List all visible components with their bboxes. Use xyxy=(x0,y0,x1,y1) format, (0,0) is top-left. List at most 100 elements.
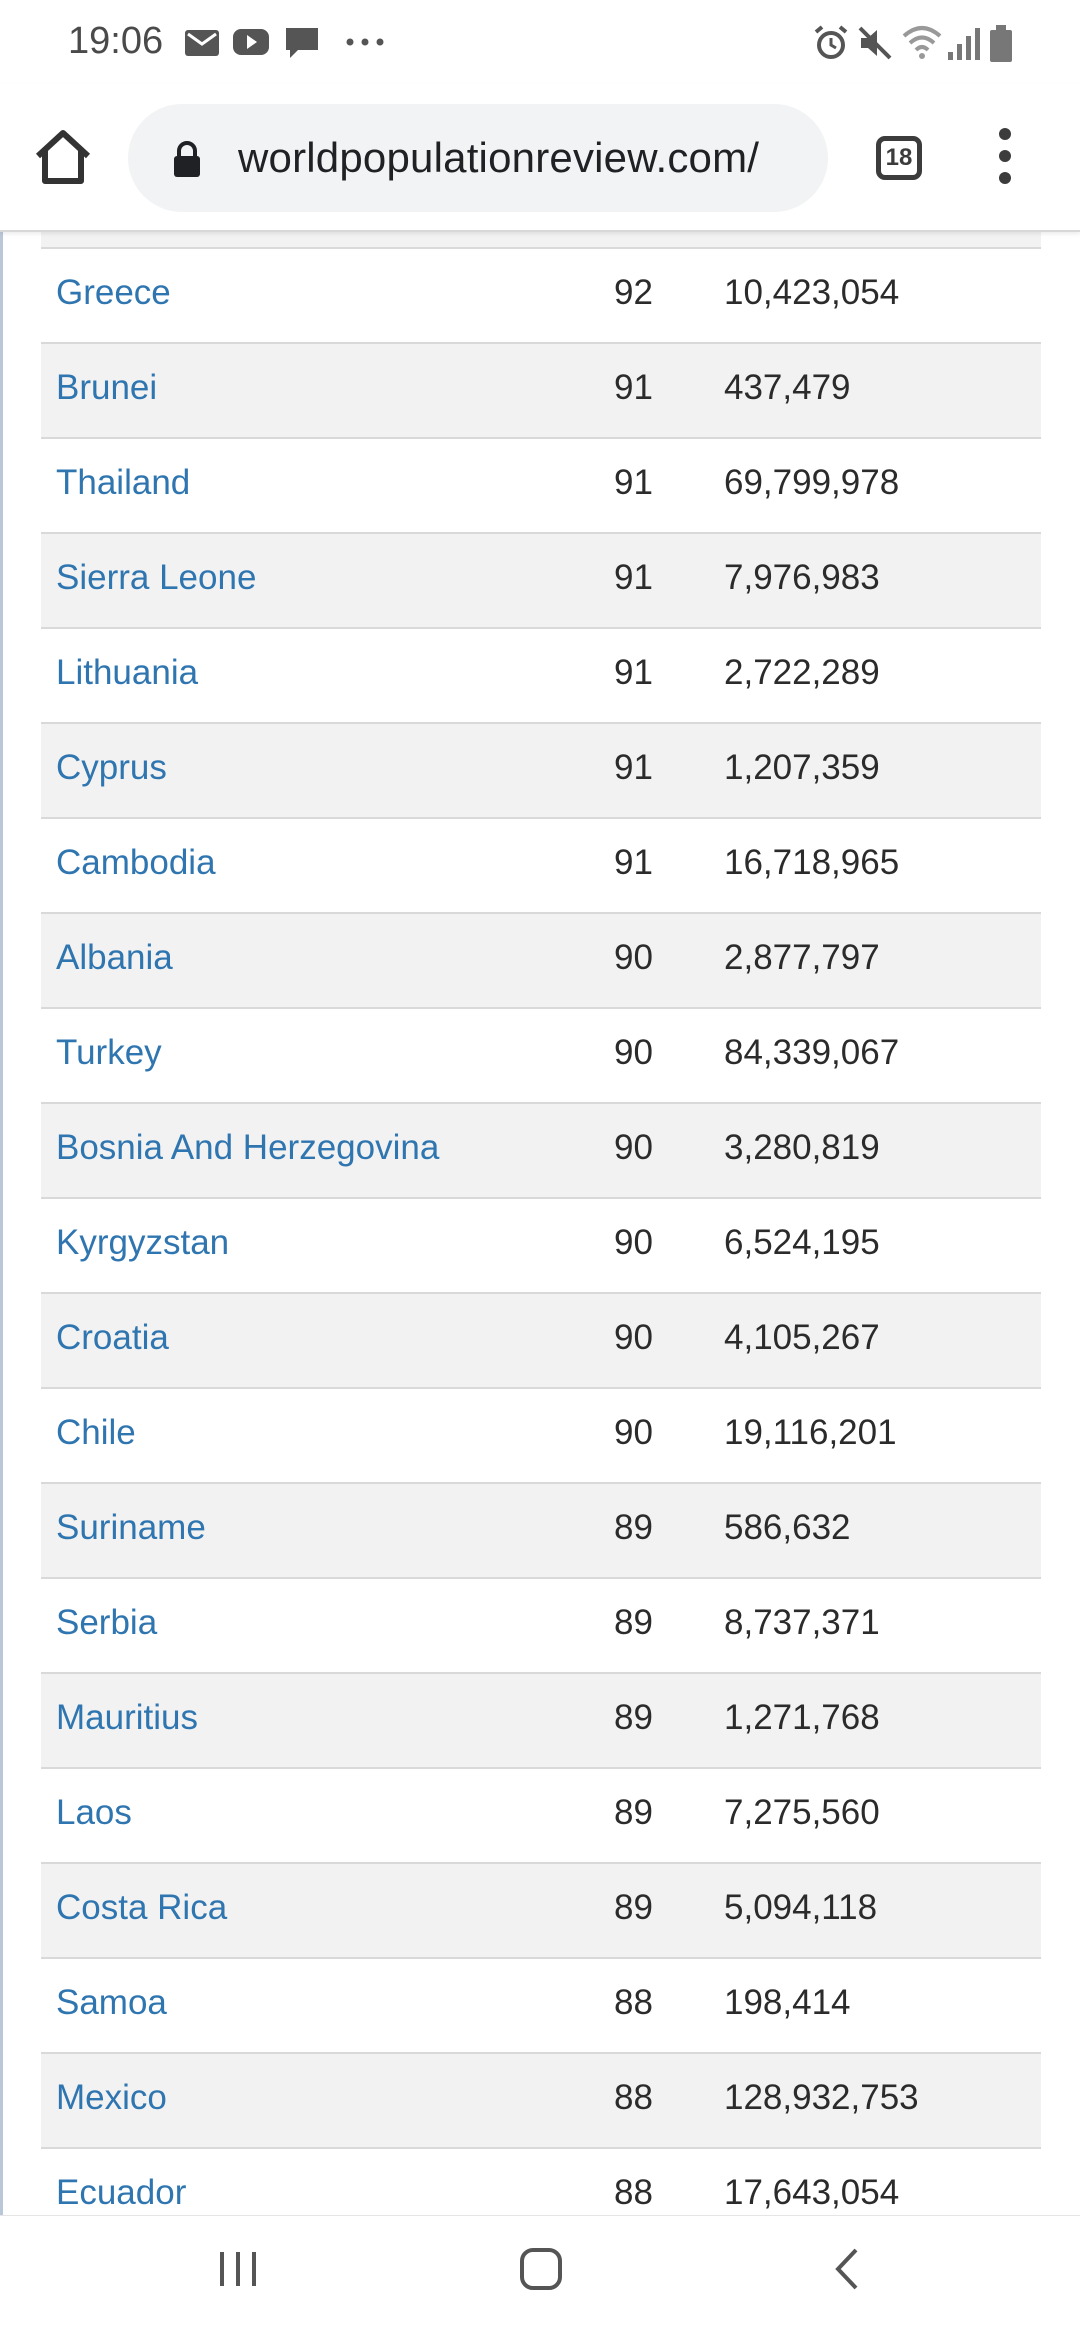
home-button[interactable] xyxy=(518,2246,564,2292)
overflow-menu-icon[interactable] xyxy=(990,128,1020,192)
country-link[interactable]: Mauritius xyxy=(56,1698,198,1737)
rank-cell: 90 xyxy=(614,1413,653,1452)
youtube-icon xyxy=(233,29,269,55)
rank-cell: 89 xyxy=(614,1793,653,1832)
country-link[interactable]: Kyrgyzstan xyxy=(56,1223,230,1262)
country-link[interactable]: Serbia xyxy=(56,1603,158,1642)
rank-cell: 91 xyxy=(614,843,653,882)
population-cell: 7,275,560 xyxy=(724,1793,880,1832)
country-link[interactable]: Brunei xyxy=(56,368,158,407)
country-link[interactable]: Turkey xyxy=(56,1033,162,1072)
population-cell: 69,799,978 xyxy=(724,463,900,502)
population-cell: 6,524,195 xyxy=(724,1223,880,1262)
status-time: 19:06 xyxy=(68,20,164,62)
population-cell: 7,976,983 xyxy=(724,558,880,597)
population-cell: 84,339,067 xyxy=(724,1033,900,1072)
table-row: Laos 89 7,275,560 xyxy=(41,1769,1041,1864)
country-link[interactable]: Thailand xyxy=(56,463,191,502)
population-cell: 5,094,118 xyxy=(724,1888,878,1927)
tab-switcher-button[interactable]: 18 xyxy=(876,136,922,180)
rank-cell: 91 xyxy=(614,748,653,787)
table-row: Ireland924,937,786 xyxy=(41,230,1041,249)
rank-cell: 89 xyxy=(614,1698,653,1737)
country-link[interactable]: Cambodia xyxy=(56,843,216,882)
table-row: Chile 90 19,116,201 xyxy=(41,1389,1041,1484)
population-cell: 128,932,753 xyxy=(724,2078,919,2117)
table-row: Serbia 89 8,737,371 xyxy=(41,1579,1041,1674)
country-link[interactable]: Suriname xyxy=(56,1508,206,1547)
alarm-icon xyxy=(814,25,848,59)
rank-cell: 91 xyxy=(614,653,653,692)
country-link[interactable]: Lithuania xyxy=(56,653,199,692)
rank-cell: 90 xyxy=(614,1033,653,1072)
more-notifications-icon xyxy=(346,38,384,46)
back-button[interactable] xyxy=(826,2246,872,2292)
lock-icon xyxy=(174,141,200,177)
rank-cell: 90 xyxy=(614,1318,653,1357)
population-cell: 4,105,267 xyxy=(724,1318,880,1357)
population-cell: 1,271,768 xyxy=(724,1698,880,1737)
country-link[interactable]: Sierra Leone xyxy=(56,558,257,597)
mail-icon xyxy=(185,30,219,56)
rank-cell: 89 xyxy=(614,1508,653,1547)
population-cell: 1,207,359 xyxy=(724,748,880,787)
country-link[interactable]: Laos xyxy=(56,1793,132,1832)
table-row: Sierra Leone 91 7,976,983 xyxy=(41,534,1041,629)
country-link[interactable]: Costa Rica xyxy=(56,1888,228,1927)
population-cell: 2,877,797 xyxy=(724,938,880,977)
population-cell: 586,632 xyxy=(724,1508,851,1547)
table-row: Suriname 89 586,632 xyxy=(41,1484,1041,1579)
country-link[interactable]: Croatia xyxy=(56,1318,169,1357)
table-row: Ecuador 88 17,643,054 xyxy=(41,2149,1041,2215)
battery-icon xyxy=(990,25,1012,62)
country-link[interactable]: Albania xyxy=(56,938,173,977)
chat-icon xyxy=(286,28,318,58)
population-cell: 8,737,371 xyxy=(724,1603,880,1642)
population-cell: 2,722,289 xyxy=(724,653,880,692)
population-cell: 437,479 xyxy=(724,368,851,407)
country-link[interactable]: Samoa xyxy=(56,1983,167,2022)
population-cell: 198,414 xyxy=(724,1983,851,2022)
table-row: Brunei 91 437,479 xyxy=(41,344,1041,439)
navigation-bar xyxy=(0,2215,1080,2341)
status-bar: 19:06 xyxy=(0,0,1080,84)
country-link[interactable]: Chile xyxy=(56,1413,136,1452)
rank-cell: 88 xyxy=(614,1983,653,2022)
address-bar[interactable]: worldpopulationreview.com/ xyxy=(128,104,828,212)
table-row: Bosnia And Herzegovina 90 3,280,819 xyxy=(41,1104,1041,1199)
table-row: Costa Rica 89 5,094,118 xyxy=(41,1864,1041,1959)
country-link[interactable]: Greece xyxy=(56,273,171,312)
browser-toolbar: worldpopulationreview.com/ 18 xyxy=(0,84,1080,232)
table-row: Albania 90 2,877,797 xyxy=(41,914,1041,1009)
table-row: Mexico 88 128,932,753 xyxy=(41,2054,1041,2149)
rank-cell: 91 xyxy=(614,558,653,597)
population-cell: 19,116,201 xyxy=(724,1413,897,1452)
table-row: Turkey 90 84,339,067 xyxy=(41,1009,1041,1104)
rank-cell: 92 xyxy=(614,273,653,312)
country-link[interactable]: Ecuador xyxy=(56,2173,187,2212)
rank-cell: 89 xyxy=(614,1603,653,1642)
table-row: Samoa 88 198,414 xyxy=(41,1959,1041,2054)
recent-apps-button[interactable] xyxy=(216,2246,262,2292)
population-cell: 10,423,054 xyxy=(724,273,900,312)
rank-cell: 88 xyxy=(614,2173,653,2212)
page-content[interactable]: Ireland924,937,786 Greece 92 10,423,054 Brun… xyxy=(0,230,1080,2215)
country-link[interactable]: Bosnia And Herzegovina xyxy=(56,1128,440,1167)
rank-cell: 89 xyxy=(614,1888,653,1927)
country-link[interactable]: Cyprus xyxy=(56,748,167,787)
table-row: Greece 92 10,423,054 xyxy=(41,249,1041,344)
table-row: Thailand 91 69,799,978 xyxy=(41,439,1041,534)
table-row: Croatia 90 4,105,267 xyxy=(41,1294,1041,1389)
rank-cell: 91 xyxy=(614,463,653,502)
rank-cell: 88 xyxy=(614,2078,653,2117)
wifi-icon xyxy=(902,26,942,59)
population-cell: 3,280,819 xyxy=(724,1128,880,1167)
country-link[interactable]: Mexico xyxy=(56,2078,167,2117)
home-icon[interactable] xyxy=(32,126,94,188)
table-row: Lithuania 91 2,722,289 xyxy=(41,629,1041,724)
mute-icon xyxy=(858,26,892,60)
population-cell: 16,718,965 xyxy=(724,843,900,882)
table-row: Kyrgyzstan 90 6,524,195 xyxy=(41,1199,1041,1294)
rank-cell: 90 xyxy=(614,1223,653,1262)
population-table: Ireland924,937,786 Greece 92 10,423,054 Brun… xyxy=(41,230,1041,2215)
